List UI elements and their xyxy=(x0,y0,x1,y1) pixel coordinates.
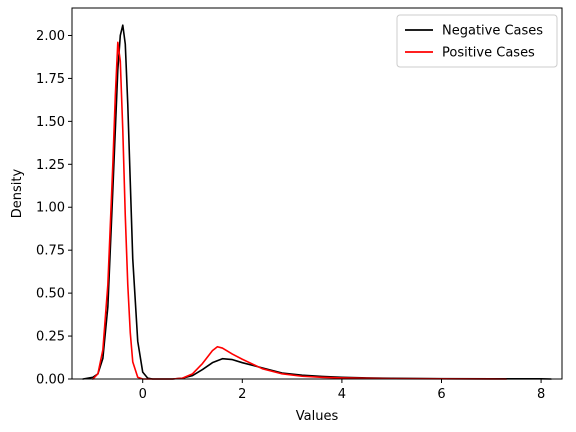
x-tick-label: 6 xyxy=(437,387,445,402)
series-line-1 xyxy=(92,41,508,380)
x-tick-label: 8 xyxy=(537,387,545,402)
y-tick-label: 1.00 xyxy=(36,201,65,216)
series-line-0 xyxy=(82,24,552,380)
y-axis-label: Density xyxy=(10,168,25,218)
x-tick-label: 4 xyxy=(338,387,346,402)
y-tick-label: 2.00 xyxy=(36,29,65,44)
x-axis-label: Values xyxy=(296,409,339,424)
legend: Negative Cases Positive Cases xyxy=(396,14,558,68)
legend-label-0: Negative Cases xyxy=(442,24,543,39)
legend-label-1: Positive Cases xyxy=(442,46,535,61)
series-layer xyxy=(82,24,552,380)
y-tick-label: 0.00 xyxy=(36,373,65,388)
y-tick-label: 1.75 xyxy=(36,72,65,87)
x-tick-label: 2 xyxy=(238,387,246,402)
plot-frame xyxy=(71,7,563,380)
y-tick-label: 0.75 xyxy=(36,244,65,259)
y-tick-label: 1.25 xyxy=(36,158,65,173)
x-tick-label: 0 xyxy=(139,387,147,402)
y-tick-label: 0.50 xyxy=(36,287,65,302)
legend-box xyxy=(396,14,558,68)
axes-layer: 0 2 4 6 8 0.00 0.25 0.50 0.75 1.00 1.25 1.50 1.75 2.0… xyxy=(36,7,563,402)
y-tick-label: 1.50 xyxy=(36,115,65,130)
y-tick-label: 0.25 xyxy=(36,330,65,345)
